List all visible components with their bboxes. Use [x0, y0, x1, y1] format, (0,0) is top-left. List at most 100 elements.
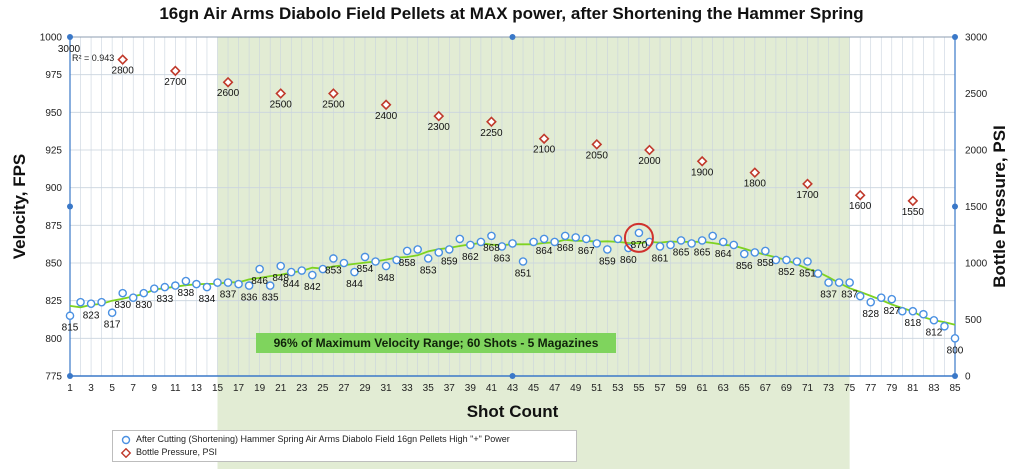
x-tick-label: 55 [633, 383, 645, 394]
velocity-point [402, 246, 412, 256]
frame-handle [509, 373, 516, 379]
velocity-point [824, 278, 833, 287]
x-axis-title: Shot Count [467, 402, 559, 421]
velocity-point [423, 254, 433, 263]
velocity-data-label: 812 [926, 327, 943, 338]
velocity-data-label: 851 [799, 268, 816, 279]
x-tick-label: 27 [338, 383, 350, 394]
velocity-data-label: 844 [283, 279, 300, 290]
pressure-data-label: 1600 [849, 201, 872, 212]
velocity-point [476, 237, 486, 247]
pressure-data-label: 2700 [164, 77, 187, 88]
velocity-point [950, 334, 960, 343]
pressure-data-label: 2000 [638, 156, 661, 167]
pressure-data-label: 1800 [744, 179, 767, 190]
velocity-data-label: 864 [536, 246, 553, 257]
y-tick-label: 975 [45, 70, 62, 81]
velocity-point [371, 257, 380, 266]
velocity-data-label: 858 [757, 258, 774, 269]
x-tick-label: 69 [781, 383, 793, 394]
velocity-point [76, 297, 85, 307]
velocity-data-label: 837 [820, 290, 837, 301]
velocity-data-label: 834 [199, 294, 216, 305]
x-tick-label: 63 [718, 383, 730, 394]
pressure-point [749, 167, 761, 178]
velocity-point [550, 237, 559, 247]
legend-label-velocity: After Cutting (Shortening) Hammer Spring… [136, 434, 510, 445]
velocity-point [466, 240, 475, 250]
velocity-data-label: 865 [673, 247, 690, 258]
pressure-point [644, 144, 655, 156]
y-tick-label: 800 [45, 334, 62, 345]
velocity-point [708, 231, 717, 241]
velocity-point [234, 279, 243, 289]
velocity-point [687, 239, 696, 248]
velocity-data-label: 868 [557, 243, 574, 254]
y2-tick-label: 1000 [965, 259, 988, 270]
velocity-data-label: 848 [378, 273, 395, 284]
velocity-point [255, 264, 264, 274]
frame-handle [67, 34, 73, 40]
velocity-data-label: 853 [420, 265, 437, 276]
velocity-data-label: 848 [272, 273, 289, 284]
velocity-point [666, 240, 675, 250]
y2-tick-label: 2000 [965, 146, 988, 157]
velocity-data-label: 830 [135, 300, 152, 311]
velocity-data-label: 827 [883, 306, 900, 317]
x-tick-label: 57 [654, 383, 666, 394]
x-tick-label: 31 [381, 383, 393, 394]
velocity-point [434, 248, 444, 257]
velocity-point [107, 308, 117, 318]
y-axis-title: Velocity, FPS [10, 154, 29, 260]
velocity-point [876, 293, 886, 302]
velocity-point [613, 234, 623, 244]
x-tick-label: 35 [423, 383, 435, 394]
velocity-data-label: 859 [441, 256, 458, 267]
velocity-point [128, 293, 138, 302]
velocity-data-label: 823 [83, 311, 100, 322]
velocity-point [244, 281, 254, 290]
velocity-point [139, 288, 149, 298]
pressure-point [169, 65, 181, 77]
max-velocity-ring [623, 222, 654, 253]
pressure-data-label: 2300 [428, 122, 451, 133]
frame-handle [67, 203, 73, 210]
velocity-point [213, 278, 222, 287]
y2-tick-label: 0 [965, 372, 971, 383]
velocity-point [603, 245, 612, 254]
x-tick-label: 43 [507, 383, 519, 394]
x-tick-label: 23 [296, 383, 308, 394]
velocity-point [581, 234, 591, 244]
y-tick-label: 850 [45, 259, 62, 270]
velocity-point [782, 255, 791, 265]
velocity-point [350, 267, 359, 277]
pressure-data-label: 2250 [480, 128, 503, 139]
velocity-data-label: 864 [715, 249, 732, 260]
velocity-point [181, 276, 191, 286]
velocity-data-label: 863 [494, 253, 511, 264]
velocity-point [697, 236, 707, 245]
pressure-point [696, 155, 708, 167]
velocity-data-label: 830 [114, 300, 131, 311]
y-tick-label: 925 [45, 146, 62, 157]
x-tick-label: 79 [886, 383, 898, 394]
velocity-data-label: 817 [104, 320, 121, 331]
x-tick-label: 85 [949, 383, 961, 394]
velocity-point [118, 288, 127, 298]
velocity-point [508, 239, 517, 248]
velocity-data-label: 868 [483, 243, 500, 254]
x-tick-label: 61 [697, 383, 709, 394]
velocity-point [676, 236, 686, 245]
x-tick-label: 29 [359, 383, 371, 394]
pressure-data-label: 3000 [58, 44, 81, 55]
y-tick-label: 775 [45, 372, 62, 383]
x-tick-label: 11 [170, 383, 181, 394]
velocity-point [792, 257, 802, 266]
pressure-point [380, 99, 392, 111]
velocity-point [276, 261, 286, 271]
pressure-point [117, 54, 129, 65]
y2-tick-label: 2500 [965, 89, 988, 100]
velocity-point [339, 258, 349, 268]
velocity-data-label: 851 [515, 268, 532, 279]
